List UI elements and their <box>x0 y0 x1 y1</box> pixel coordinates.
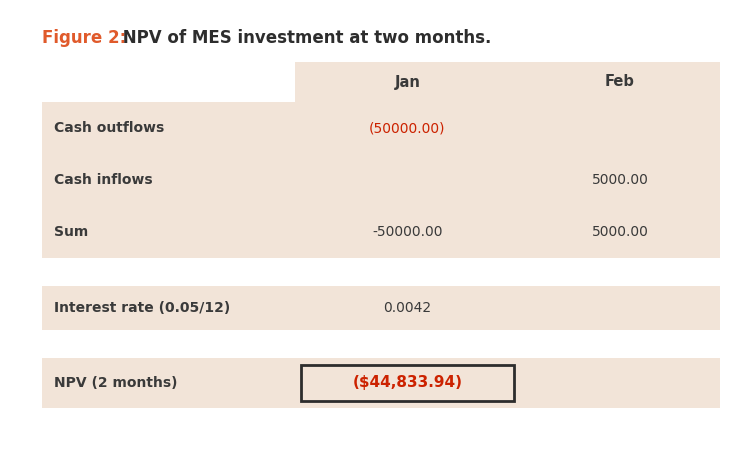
Bar <box>42 358 720 408</box>
Text: ($44,833.94): ($44,833.94) <box>352 375 463 391</box>
Text: -50000.00: -50000.00 <box>372 225 442 239</box>
Text: 5000.00: 5000.00 <box>592 225 649 239</box>
Text: Cash outflows: Cash outflows <box>54 121 164 135</box>
Text: Interest rate (0.05/12): Interest rate (0.05/12) <box>54 301 230 315</box>
Text: 5000.00: 5000.00 <box>592 173 649 187</box>
Bar <box>301 365 514 401</box>
Text: Feb: Feb <box>605 75 635 90</box>
Text: (50000.00): (50000.00) <box>369 121 446 135</box>
Text: NPV (2 months): NPV (2 months) <box>54 376 178 390</box>
Text: 0.0042: 0.0042 <box>383 301 431 315</box>
Bar <box>42 102 720 154</box>
Bar <box>295 62 720 102</box>
Bar <box>42 286 720 330</box>
Text: Figure 2:: Figure 2: <box>42 29 126 47</box>
Text: Sum: Sum <box>54 225 88 239</box>
Bar <box>42 154 720 206</box>
Text: Cash inflows: Cash inflows <box>54 173 153 187</box>
Bar <box>42 206 720 258</box>
Text: NPV of MES investment at two months.: NPV of MES investment at two months. <box>117 29 491 47</box>
Text: Jan: Jan <box>394 75 421 90</box>
